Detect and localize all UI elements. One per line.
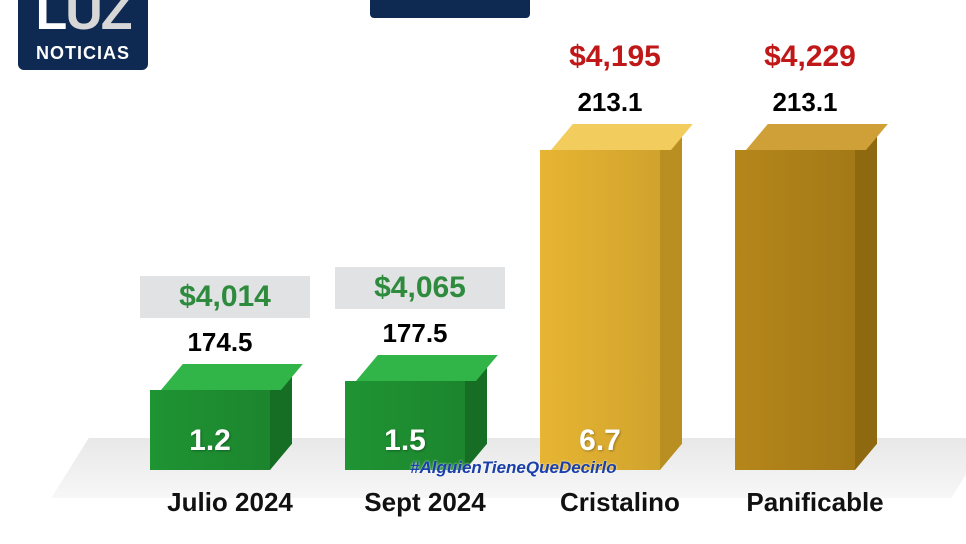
bar-price-label: $4,014 [140, 276, 310, 318]
bar-top [161, 364, 303, 390]
bar-top [551, 124, 693, 150]
bar: 1.2 [150, 390, 270, 470]
logo-prefix: L [35, 0, 65, 41]
bar-inner-label: 1.5 [345, 424, 465, 458]
category-label: Sept 2024 [325, 487, 525, 518]
bar-front [540, 150, 660, 470]
bar: 1.5 [345, 381, 465, 470]
bar [735, 150, 855, 470]
bar-value-label: 213.1 [530, 87, 690, 118]
category-label: Panificable [715, 487, 915, 518]
bar-side [855, 124, 877, 470]
bar-inner-label: 6.7 [540, 424, 660, 458]
bar-value-label: 177.5 [335, 318, 495, 349]
bar: 6.7 [540, 150, 660, 470]
hashtag-watermark: #AlguienTieneQueDecirlo [410, 458, 617, 478]
bar-value-label: 213.1 [725, 87, 885, 118]
bar-price-label: $4,065 [335, 267, 505, 309]
bar-price-label: $4,229 [725, 36, 895, 78]
bar-top [746, 124, 888, 150]
bar-chart: 1.2 174.5 $4,014 1.5 177.5 $4,065 6.7 21… [110, 10, 930, 510]
bar-front [735, 150, 855, 470]
bar-side [660, 124, 682, 470]
bar-value-label: 174.5 [140, 327, 300, 358]
bar-top [356, 355, 498, 381]
bar-price-label: $4,195 [530, 36, 700, 78]
category-label: Julio 2024 [130, 487, 330, 518]
category-label: Cristalino [520, 487, 720, 518]
bar-inner-label: 1.2 [150, 424, 270, 458]
